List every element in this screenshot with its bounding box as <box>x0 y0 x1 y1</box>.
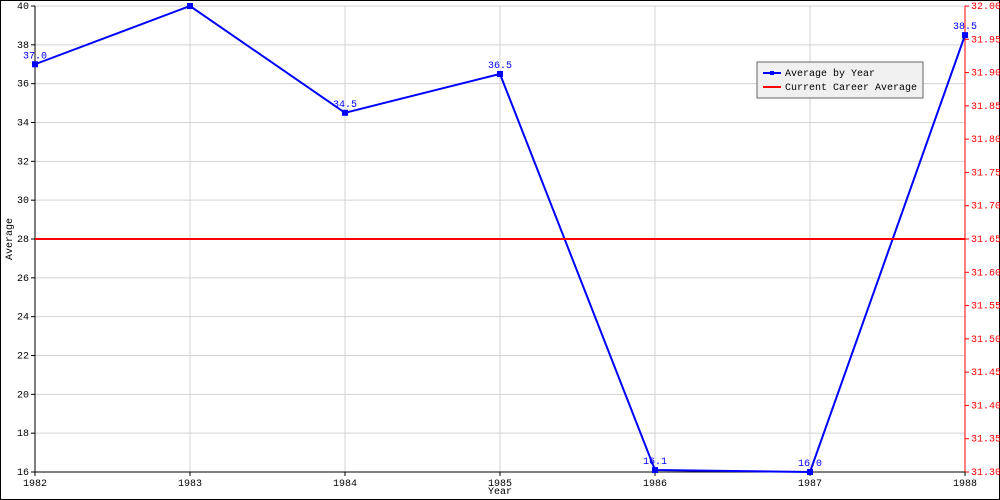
svg-text:31.50: 31.50 <box>971 335 1000 346</box>
svg-text:20: 20 <box>17 390 29 401</box>
svg-text:1987: 1987 <box>798 479 822 490</box>
svg-text:31.95: 31.95 <box>971 35 1000 46</box>
svg-text:16.0: 16.0 <box>798 459 822 470</box>
svg-text:31.65: 31.65 <box>971 235 1000 246</box>
svg-text:31.75: 31.75 <box>971 168 1000 179</box>
svg-text:31.55: 31.55 <box>971 302 1000 313</box>
svg-text:31.40: 31.40 <box>971 401 1000 412</box>
svg-text:31.85: 31.85 <box>971 102 1000 113</box>
svg-text:28: 28 <box>17 235 29 246</box>
svg-text:Current Career Average: Current Career Average <box>785 83 917 94</box>
svg-text:31.45: 31.45 <box>971 368 1000 379</box>
svg-text:37.0: 37.0 <box>23 51 47 62</box>
average-by-year-chart: 16 18 20 22 24 26 28 30 32 34 36 38 40 31.30 31.35 31.4… <box>0 0 1000 500</box>
svg-text:22: 22 <box>17 352 29 363</box>
svg-text:31.90: 31.90 <box>971 69 1000 80</box>
svg-text:32: 32 <box>17 157 29 168</box>
svg-text:34: 34 <box>17 119 29 130</box>
y-axis-right: 31.30 31.35 31.40 31.45 31.50 31.55 31.60 31.65… <box>965 2 1000 479</box>
svg-text:31.80: 31.80 <box>971 135 1000 146</box>
svg-text:40.0: 40.0 <box>178 0 202 4</box>
svg-text:31.30: 31.30 <box>971 468 1000 479</box>
svg-text:36: 36 <box>17 80 29 91</box>
svg-text:18: 18 <box>17 429 29 440</box>
svg-text:26: 26 <box>17 274 29 285</box>
svg-text:1984: 1984 <box>333 479 357 490</box>
svg-text:31.35: 31.35 <box>971 435 1000 446</box>
y-axis-title: Average <box>5 218 16 260</box>
svg-text:31.70: 31.70 <box>971 202 1000 213</box>
svg-text:31.60: 31.60 <box>971 268 1000 279</box>
svg-text:30: 30 <box>17 196 29 207</box>
legend: Average by Year Current Career Average <box>757 62 923 98</box>
svg-text:34.5: 34.5 <box>333 100 357 111</box>
svg-text:16: 16 <box>17 468 29 479</box>
svg-text:1983: 1983 <box>178 479 202 490</box>
svg-text:16.1: 16.1 <box>643 457 667 468</box>
svg-text:36.5: 36.5 <box>488 61 512 72</box>
svg-text:40: 40 <box>17 2 29 13</box>
svg-text:24: 24 <box>17 313 29 324</box>
svg-text:32.00: 32.00 <box>971 2 1000 13</box>
svg-text:38.5: 38.5 <box>953 22 977 33</box>
svg-text:1982: 1982 <box>23 479 47 490</box>
svg-text:Average by Year: Average by Year <box>785 68 875 80</box>
svg-text:38: 38 <box>17 41 29 52</box>
svg-text:1988: 1988 <box>953 479 977 490</box>
svg-text:1986: 1986 <box>643 479 667 490</box>
x-axis-title: Year <box>488 487 512 498</box>
